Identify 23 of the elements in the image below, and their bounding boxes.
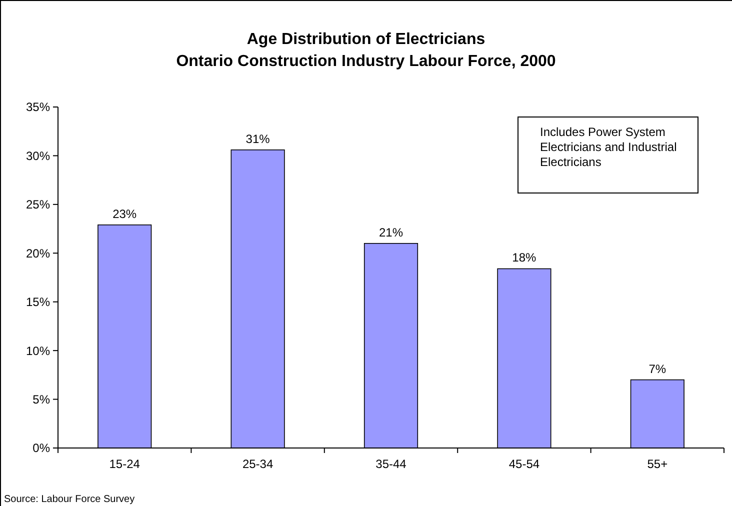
y-tick-label: 5% <box>32 392 50 406</box>
data-label: 7% <box>648 362 666 376</box>
y-tick-label: 35% <box>26 100 50 114</box>
y-tick-label: 30% <box>26 148 50 163</box>
chart-title: Age Distribution of Electricians <box>246 31 486 48</box>
data-label: 18% <box>512 250 537 265</box>
x-tick-label: 55+ <box>647 457 668 471</box>
y-tick-label: 20% <box>26 246 50 260</box>
y-tick-label: 25% <box>26 198 50 212</box>
x-tick-label: 35-44 <box>376 457 407 471</box>
y-tick-label: 15% <box>26 295 50 310</box>
source-note: Source: Labour Force Survey <box>4 494 135 505</box>
x-tick-label: 45-54 <box>508 457 540 471</box>
data-label: 23% <box>112 206 137 221</box>
data-label: 31% <box>246 132 270 146</box>
y-tick-label: 0% <box>32 441 50 456</box>
y-tick-label: 10% <box>26 344 50 358</box>
chart-subtitle: Ontario Construction Industry Labour Force, 2000 <box>176 53 556 70</box>
note-box: Includes Power System Electricians and Industrial Electricians <box>518 116 698 194</box>
data-label: 21% <box>378 225 404 240</box>
annotation: Includes Power System Electricians and Industrial Electricians <box>540 125 677 169</box>
x-tick-label: 25-34 <box>242 457 274 471</box>
x-tick-label: 15-24 <box>109 457 140 471</box>
